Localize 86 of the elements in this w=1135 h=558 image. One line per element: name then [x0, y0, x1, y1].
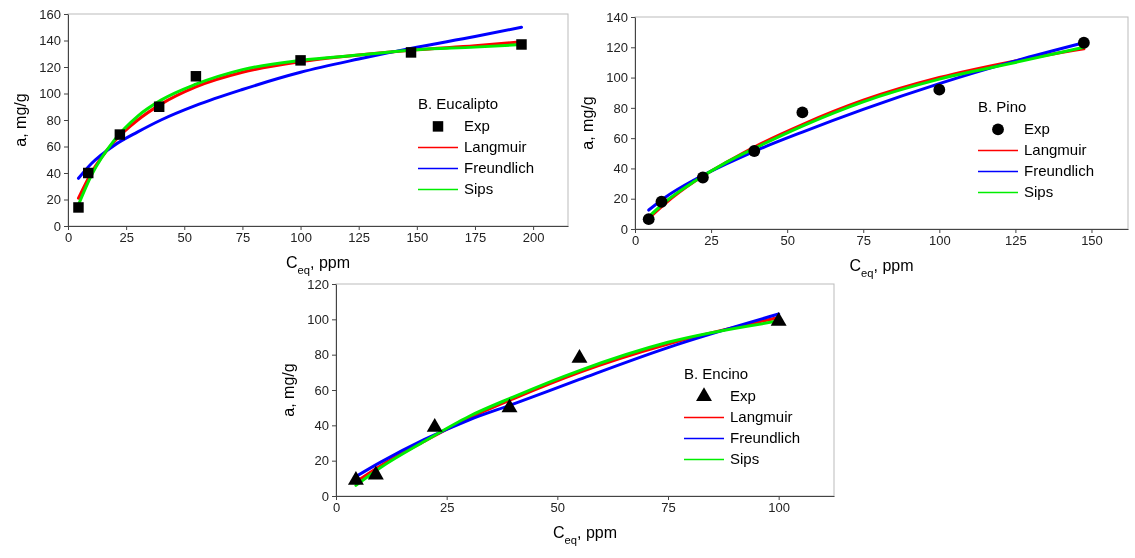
legend-label: Exp — [730, 387, 756, 405]
x-tick-label: 0 — [64, 230, 73, 246]
y-tick-label: 140 — [39, 33, 61, 49]
y-tick-label: 40 — [613, 161, 628, 177]
point — [73, 202, 84, 213]
point — [642, 213, 655, 226]
point — [516, 39, 527, 50]
y-tick-label: 160 — [39, 6, 61, 22]
x-tick-label: 0 — [631, 233, 640, 249]
x-tick-label: 75 — [856, 233, 871, 249]
y-tick-label: 80 — [46, 112, 61, 128]
legend-title: B. Encino — [684, 365, 749, 383]
y-axis-title: a, mg/g — [579, 96, 596, 150]
point — [367, 465, 384, 480]
legend-label: Freundlich — [730, 429, 801, 447]
point — [295, 55, 306, 66]
legend-label: Langmuir — [464, 138, 527, 156]
x-tick-label: 175 — [464, 230, 487, 246]
y-tick-label: 100 — [307, 311, 329, 327]
legend-label: Sips — [1024, 183, 1054, 201]
x-tick-label: 50 — [550, 500, 566, 516]
y-axis-title: a, mg/g — [12, 93, 29, 147]
x-tick-label: 150 — [1081, 233, 1103, 249]
x-tick-label: 0 — [332, 500, 341, 516]
x-tick-label: 50 — [177, 230, 193, 246]
legend-label: Langmuir — [1024, 141, 1087, 159]
point — [933, 83, 946, 96]
x-tick-label: 100 — [290, 230, 312, 246]
point — [696, 171, 709, 184]
x-tick-label: 150 — [406, 230, 429, 246]
y-tick-label: 80 — [314, 347, 329, 363]
x-axis-title: C$_{eq}$, ppm — [849, 257, 914, 279]
point — [114, 129, 126, 140]
point — [1077, 36, 1090, 49]
y-tick-label: 100 — [606, 70, 628, 86]
legend-label: Langmuir — [730, 408, 793, 426]
x-tick-label: 125 — [1005, 233, 1027, 249]
y-tick-label: 120 — [307, 276, 329, 292]
y-tick-label: 20 — [46, 192, 61, 208]
x-tick-label: 25 — [439, 500, 455, 516]
x-tick-label: 25 — [119, 230, 134, 246]
legend-title: B. Pino — [978, 98, 1027, 116]
legend-label: Exp — [464, 117, 490, 135]
y-tick-label: 20 — [613, 191, 628, 207]
x-tick-label: 125 — [348, 230, 371, 246]
legend-label: Sips — [730, 450, 760, 468]
point — [190, 71, 202, 82]
y-tick-label: 100 — [39, 86, 61, 102]
y-tick-label: 0 — [321, 488, 329, 504]
point — [347, 470, 364, 485]
y-tick-label: 0 — [53, 218, 61, 234]
x-tick-label: 200 — [522, 230, 545, 246]
point — [796, 106, 809, 119]
x-axis-title: C$_{eq}$, ppm — [285, 254, 351, 276]
y-tick-label: 80 — [613, 100, 628, 116]
point — [571, 349, 588, 363]
y-tick-label: 60 — [46, 139, 61, 155]
x-tick-label: 100 — [768, 500, 791, 516]
point — [426, 417, 443, 432]
legend-label: Exp — [1024, 120, 1050, 138]
x-axis-title: C$_{eq}$, ppm — [552, 524, 618, 546]
legend-title: B. Eucalipto — [418, 95, 499, 113]
legend-label: Freundlich — [1024, 162, 1095, 180]
x-tick-label: 100 — [928, 233, 951, 249]
point — [770, 311, 787, 326]
point — [82, 167, 94, 179]
point — [748, 145, 761, 157]
point — [501, 398, 518, 413]
y-tick-label: 140 — [606, 9, 628, 25]
point — [405, 47, 417, 58]
point — [153, 101, 165, 112]
y-tick-label: 40 — [314, 417, 329, 433]
legend-label: Freundlich — [464, 159, 535, 177]
x-tick-label: 50 — [780, 233, 795, 249]
y-tick-label: 40 — [46, 165, 61, 181]
y-tick-label: 60 — [314, 382, 329, 398]
y-axis-title: a, mg/g — [280, 363, 297, 417]
y-tick-label: 60 — [613, 130, 628, 146]
y-tick-label: 120 — [39, 59, 61, 75]
y-tick-label: 120 — [606, 39, 628, 55]
y-tick-label: 20 — [314, 453, 329, 469]
x-tick-label: 75 — [235, 230, 251, 246]
x-tick-label: 75 — [661, 500, 676, 516]
legend-label: Sips — [464, 180, 494, 198]
x-tick-label: 25 — [704, 233, 719, 249]
point — [655, 195, 668, 208]
